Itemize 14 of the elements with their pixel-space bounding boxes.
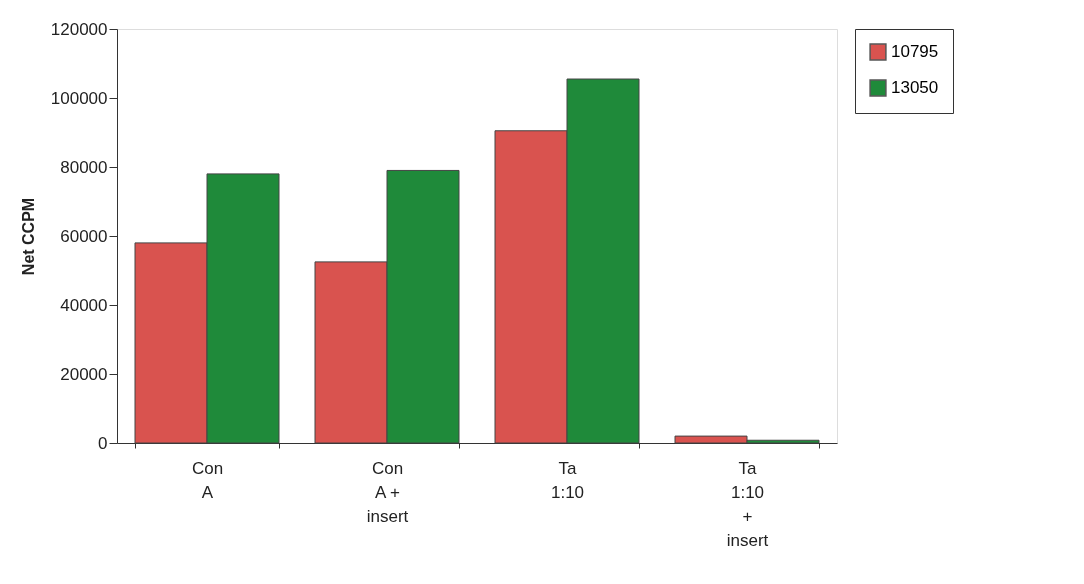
y-tick-label: 20000 — [60, 364, 108, 384]
y-tick-label: 120000 — [50, 19, 108, 39]
legend-label: 10795 — [891, 42, 939, 61]
x-tick-label: Ta 1:10 — [550, 458, 585, 502]
y-tick-label: 80000 — [60, 157, 108, 177]
y-axis-title: Net CCPM — [19, 197, 37, 276]
y-tick-label: 40000 — [60, 295, 108, 315]
x-tick-label: Con A — [191, 458, 224, 502]
y-tick-label: 60000 — [60, 226, 108, 246]
x-tick-label: Con A + insert — [366, 458, 409, 526]
x-tick-label: Ta 1:10 + insert — [726, 458, 769, 550]
legend-label: 13050 — [891, 78, 939, 97]
y-tick-label: 0 — [98, 433, 108, 453]
y-tick-label: 100000 — [50, 88, 108, 108]
